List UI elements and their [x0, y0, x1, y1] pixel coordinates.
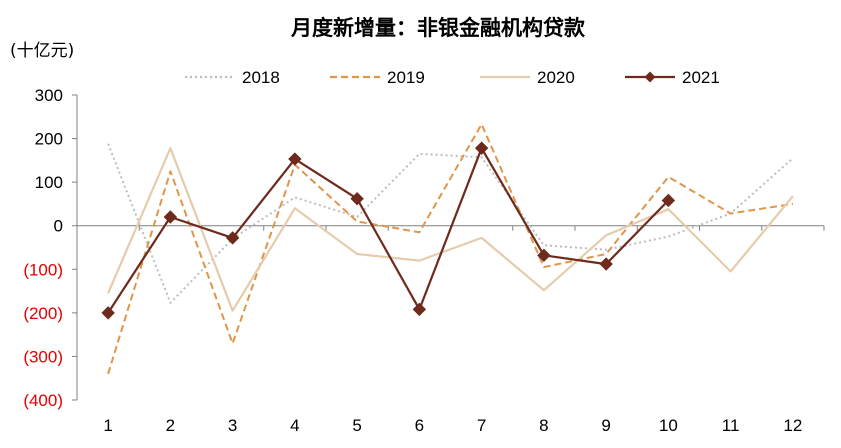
data-point-2021 [661, 193, 676, 208]
legend-item-2021: 2021 [625, 68, 720, 87]
x-tick-label: 11 [722, 416, 740, 435]
series-2018 [107, 143, 794, 304]
x-tick-label: 7 [477, 416, 486, 435]
legend-item-2018: 2018 [185, 68, 280, 87]
legend-marker [644, 71, 656, 83]
legend-item-2020: 2020 [480, 68, 575, 87]
data-point-2021 [288, 152, 302, 166]
data-point-2021 [537, 248, 551, 263]
x-tick-label: 9 [601, 416, 610, 435]
legend-label: 2018 [242, 68, 280, 87]
y-tick-label: 0 [54, 217, 63, 236]
y-tick-label: (300) [23, 347, 63, 366]
y-tick-label: (400) [23, 391, 63, 410]
y-tick-label: 200 [35, 130, 63, 149]
data-point-2021 [101, 306, 115, 320]
data-point-2021 [599, 257, 613, 271]
data-point-2021 [350, 191, 364, 206]
y-axis-unit-label: (十亿元) [10, 41, 74, 61]
legend-label: 2019 [387, 68, 425, 87]
series-line-2018 [107, 143, 794, 304]
x-tick-label: 4 [290, 416, 299, 435]
series-2019 [107, 123, 794, 375]
legend: 2018 2019 2020 2021 [185, 68, 720, 87]
series-line-2019 [107, 123, 794, 375]
x-tick-label: 6 [415, 416, 424, 435]
y-tick-label: 100 [35, 173, 63, 192]
series-layer [101, 123, 794, 375]
data-point-2021 [474, 141, 489, 155]
y-tick-label: (200) [23, 304, 63, 323]
x-tick-label: 3 [228, 416, 237, 435]
data-point-2021 [412, 302, 427, 317]
x-tick-label: 5 [352, 416, 361, 435]
data-point-2021 [225, 231, 240, 245]
series-2021 [101, 141, 676, 320]
y-tick-label: (100) [23, 260, 63, 279]
x-tick-label: 2 [166, 416, 175, 435]
series-2020 [107, 147, 794, 312]
x-tick-label: 12 [783, 416, 802, 435]
x-tick-label: 10 [659, 416, 678, 435]
series-line-2020 [107, 147, 794, 312]
legend-label: 2020 [537, 68, 575, 87]
x-tick-label: 8 [539, 416, 548, 435]
legend-item-2019: 2019 [330, 68, 425, 87]
data-point-2021 [163, 210, 178, 224]
legend-label: 2021 [682, 68, 720, 87]
x-tick-label: 1 [103, 416, 112, 435]
series-line-2021 [107, 147, 670, 314]
chart-title: 月度新增量：非银金融机构贷款 [290, 16, 586, 40]
y-tick-label: 300 [35, 86, 63, 105]
